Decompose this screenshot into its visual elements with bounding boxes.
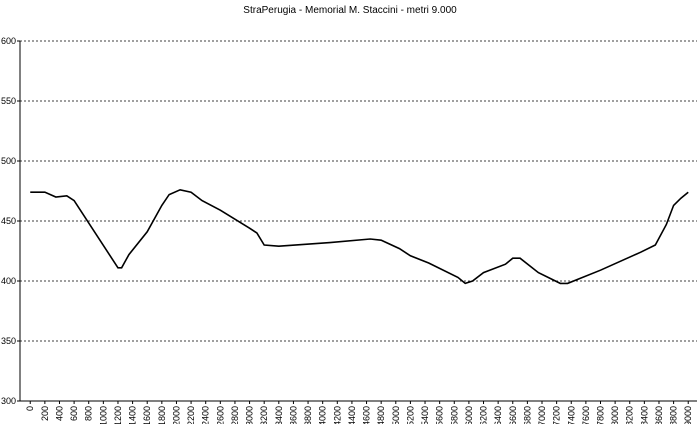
x-tick-label: 2600: [215, 406, 225, 424]
line-series: [30, 188, 689, 285]
x-tick-label: 200: [40, 406, 50, 421]
x-tick-label: 1800: [157, 406, 167, 424]
x-tick-label: 5000: [391, 406, 401, 424]
x-tick-label: 5800: [449, 406, 459, 424]
x-tick-label: 7800: [595, 406, 605, 424]
x-tick-label: 9000: [683, 406, 693, 424]
x-tick-label: 7000: [537, 406, 547, 424]
x-tick-label: 1600: [142, 406, 152, 424]
x-tick-label: 5400: [420, 406, 430, 424]
x-tick-label: 6400: [493, 406, 503, 424]
x-tick-label: 7600: [581, 406, 591, 424]
x-tick-label: 4200: [332, 406, 342, 424]
x-tick-label: 3200: [259, 406, 269, 424]
x-tick-label: 4400: [347, 406, 357, 424]
x-tick-label: 1000: [98, 406, 108, 424]
x-tick-label: 4000: [318, 406, 328, 424]
x-tick-label: 600: [69, 406, 79, 421]
x-tick-label: 8400: [639, 406, 649, 424]
x-tick-label: 1200: [113, 406, 123, 424]
x-tick-label: 5200: [405, 406, 415, 424]
y-tick-label: 400: [1, 276, 16, 286]
x-tick-label: 7200: [552, 406, 562, 424]
x-tick-label: 8600: [654, 406, 664, 424]
x-tick-label: 7400: [566, 406, 576, 424]
x-tick-label: 6800: [522, 406, 532, 424]
x-tick-label: 8000: [610, 406, 620, 424]
x-tick-label: 400: [54, 406, 64, 421]
x-tick-label: 2800: [230, 406, 240, 424]
x-tick-label: 2000: [171, 406, 181, 424]
y-tick-label: 550: [1, 96, 16, 106]
x-tick-label: 3400: [274, 406, 284, 424]
x-tick-label: 5600: [435, 406, 445, 424]
x-tick-label: 3000: [245, 406, 255, 424]
x-tick-label: 800: [84, 406, 94, 421]
x-tick-label: 6600: [508, 406, 518, 424]
x-tick-label: 4800: [376, 406, 386, 424]
x-tick-label: 4600: [362, 406, 372, 424]
y-tick-label: 600: [1, 36, 16, 46]
x-tick-label: 3800: [303, 406, 313, 424]
x-tick-label: 3600: [288, 406, 298, 424]
x-tick-label: 2400: [201, 406, 211, 424]
y-tick-label: 350: [1, 336, 16, 346]
y-tick-label: 450: [1, 216, 16, 226]
chart-title: StraPerugia - Memorial M. Staccini - met…: [243, 5, 457, 16]
x-tick-label: 0: [25, 406, 35, 411]
x-tick-label: 6200: [479, 406, 489, 424]
x-tick-label: 8200: [625, 406, 635, 424]
x-tick-label: 2200: [186, 406, 196, 424]
x-tick-label: 8800: [669, 406, 679, 424]
y-tick-label: 300: [1, 396, 16, 406]
y-tick-label: 500: [1, 156, 16, 166]
x-tick-label: 1400: [128, 406, 138, 424]
x-tick-label: 6000: [464, 406, 474, 424]
